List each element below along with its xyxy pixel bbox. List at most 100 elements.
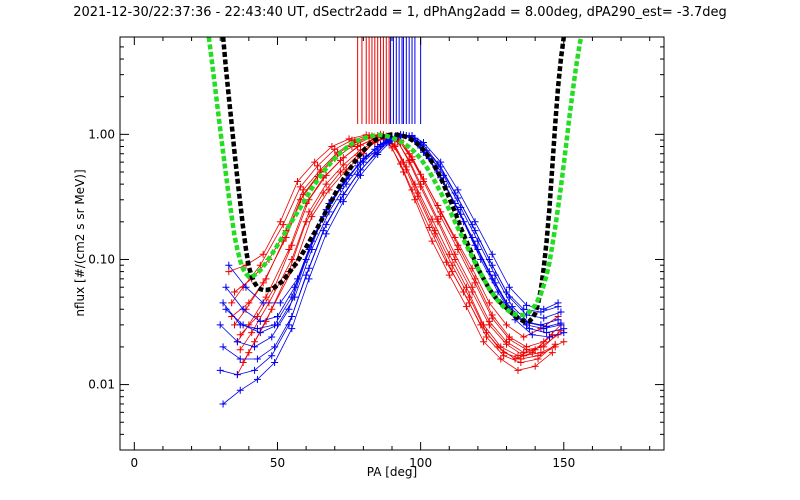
blue-data-point <box>385 139 393 147</box>
red-data-point <box>462 283 470 291</box>
blue-data-point <box>302 271 310 279</box>
red-data-point <box>245 349 253 357</box>
red-series-line-2 <box>239 136 562 350</box>
red-data-point <box>451 255 459 263</box>
red-data-point <box>319 189 327 197</box>
blue-data-point <box>523 301 531 309</box>
blue-data-point <box>342 180 350 188</box>
blue-data-point <box>225 261 233 269</box>
red-data-point <box>302 218 310 226</box>
blue-data-point <box>540 305 548 313</box>
y-tick-label: 0.10 <box>88 252 115 266</box>
red-data-point <box>468 288 476 296</box>
blue-data-point <box>242 283 250 291</box>
red-data-point <box>514 352 522 360</box>
red-data-point <box>259 250 267 258</box>
axis-layer: 0 50 100 150 0.01 0.10 1.00 <box>88 36 664 470</box>
red-data-point <box>514 366 522 374</box>
blue-data-point <box>474 237 482 245</box>
red-data-point <box>531 362 539 370</box>
red-data-point <box>520 333 528 341</box>
red-data-point <box>485 299 493 307</box>
blue-data-point <box>305 275 313 283</box>
red-data-point <box>311 158 319 166</box>
blue-data-point <box>294 275 302 283</box>
blue-data-point <box>273 313 281 321</box>
blue-data-point <box>508 303 516 311</box>
blue-data-point <box>256 329 264 337</box>
x-tick-label: 100 <box>409 456 432 470</box>
red-data-point <box>314 162 322 170</box>
blue-data-point <box>437 158 445 166</box>
blue-data-point <box>488 250 496 258</box>
red-data-point <box>408 186 416 194</box>
red-data-point <box>488 314 496 322</box>
blue-data-point <box>374 151 382 159</box>
red-data-point <box>419 177 427 185</box>
blue-data-point <box>222 283 230 291</box>
x-tick-label: 0 <box>130 456 138 470</box>
blue-data-point <box>528 331 536 339</box>
blue-data-point <box>268 352 276 360</box>
blue-data-point <box>545 333 553 341</box>
red-data-point <box>434 218 442 226</box>
red-data-point <box>225 268 233 276</box>
red-series-line-8 <box>240 135 562 351</box>
x-tick-label: 150 <box>552 456 575 470</box>
red-data-point <box>428 215 436 223</box>
red-series-line-9 <box>231 135 553 357</box>
blue-data-point <box>219 343 227 351</box>
red-data-point <box>339 154 347 162</box>
red-data-point <box>408 155 416 163</box>
red-data-point <box>336 168 344 176</box>
blue-data-point <box>505 283 513 291</box>
red-data-point <box>431 230 439 238</box>
blue-data-point <box>268 333 276 341</box>
y-axis-label: nflux [#/(cm2 s sr MeV)] <box>73 169 87 316</box>
red-data-point <box>462 303 470 311</box>
red-data-point <box>503 340 511 348</box>
red-data-point <box>322 171 330 179</box>
red-data-point <box>296 183 304 191</box>
red-data-point <box>448 261 456 269</box>
red-data-point <box>497 355 505 363</box>
red-data-point <box>411 180 419 188</box>
red-data-point <box>451 233 459 241</box>
red-data-point <box>480 321 488 329</box>
red-data-point <box>468 264 476 272</box>
red-data-point <box>325 186 333 194</box>
chart-title: 2021-12-30/22:37:36 - 22:43:40 UT, dSect… <box>73 5 727 20</box>
plot-data-layer <box>206 37 584 408</box>
blue-data-point <box>319 227 327 235</box>
blue-data-point <box>543 323 551 331</box>
red-data-point <box>414 192 422 200</box>
red-data-point <box>231 288 239 296</box>
blue-data-point <box>219 299 227 307</box>
blue-data-point <box>253 375 261 383</box>
blue-data-point <box>291 283 299 291</box>
red-data-point <box>540 343 548 351</box>
blue-data-point <box>271 359 279 367</box>
red-data-point <box>497 343 505 351</box>
blue-data-point <box>339 191 347 199</box>
red-data-point <box>445 271 453 279</box>
blue-data-point <box>543 329 551 337</box>
blue-data-point <box>474 246 482 254</box>
y-tick-label: 0.01 <box>88 378 115 392</box>
blue-data-point <box>251 343 259 351</box>
blue-data-point <box>354 170 362 178</box>
red-data-point <box>299 186 307 194</box>
blue-data-point <box>560 329 568 337</box>
red-data-point <box>454 246 462 254</box>
red-series-line-7 <box>234 134 556 364</box>
red-data-point <box>531 346 539 354</box>
red-data-point <box>322 180 330 188</box>
blue-data-point <box>222 305 230 313</box>
blue-data-point <box>471 218 479 226</box>
red-data-point <box>517 359 525 367</box>
red-data-point <box>482 333 490 341</box>
red-series-line-0 <box>237 135 559 354</box>
blue-data-point <box>216 321 224 329</box>
blue-data-point <box>554 299 562 307</box>
red-data-point <box>503 321 511 329</box>
